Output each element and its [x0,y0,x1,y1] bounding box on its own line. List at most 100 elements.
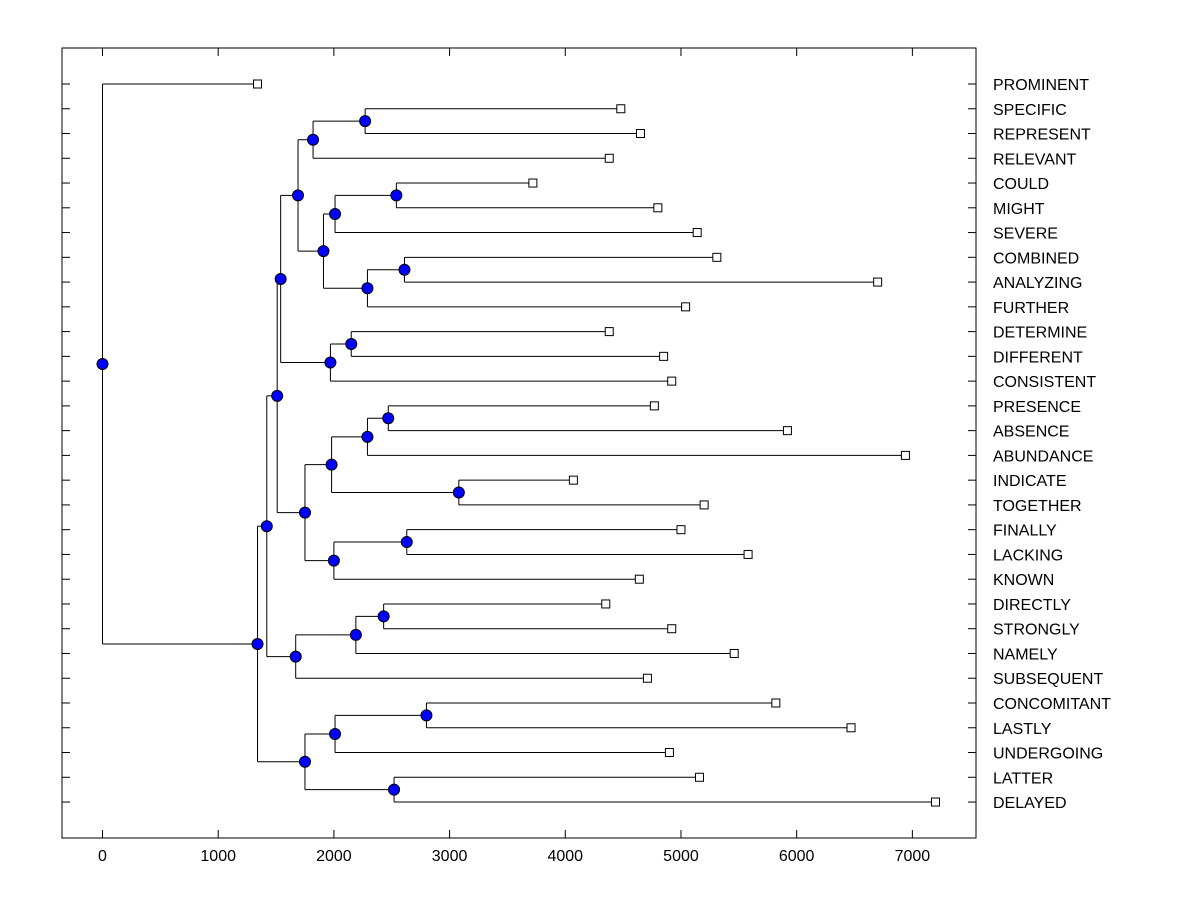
x-tick-label: 3000 [432,848,468,865]
leaf-label: FURTHER [993,300,1069,317]
leaf-label: DELAYED [993,795,1067,812]
x-axis-ticks [101,48,913,838]
leaf-marker [729,648,739,658]
node-marker [289,650,302,663]
node-marker [96,358,109,371]
leaf-marker [664,748,674,758]
leaf-marker [635,129,645,139]
node-marker [390,189,403,202]
leaf-marker [782,426,792,436]
x-tick-label: 2000 [316,848,352,865]
leaf-marker [653,203,663,213]
node-marker [317,245,330,258]
leaf-marker [692,228,702,238]
dendrogram-lines [101,83,936,803]
node-marker [388,783,401,796]
x-tick-label: 6000 [779,848,815,865]
leaf-label: DIRECTLY [993,597,1071,614]
leaf-marker [681,302,691,312]
leaf-label: DIFFERENT [993,349,1083,366]
node-markers [96,115,465,796]
node-marker [327,554,340,567]
leaf-label: LATTER [993,770,1053,787]
node-marker [382,412,395,425]
leaf-label: SEVERE [993,226,1058,243]
leaf-marker [604,327,614,337]
leaf-label: STRONGLY [993,622,1080,639]
leaf-marker [616,104,626,114]
node-marker [325,458,338,471]
node-marker [298,755,311,768]
leaf-label: UNDERGOING [993,746,1103,763]
node-marker [329,207,342,220]
leaf-label: LACKING [993,547,1063,564]
leaf-marker [634,574,644,584]
leaf-marker [676,525,686,535]
leaf-label: COMBINED [993,250,1079,267]
leaf-label: TOGETHER [993,498,1082,515]
node-marker [420,709,433,722]
node-marker [359,115,372,128]
leaf-marker [931,797,941,807]
leaf-marker [604,153,614,163]
leaf-labels: PROMINENT SPECIFIC REPRESENT RELEVANT COULD M… [993,77,1111,812]
plot-frame [61,47,977,839]
leaf-marker [900,450,910,460]
leaf-marker [699,500,709,510]
leaf-label: FINALLY [993,523,1057,540]
node-marker [329,727,342,740]
x-tick-label: 4000 [547,848,583,865]
node-marker [324,356,337,369]
leaf-marker [649,401,659,411]
leaf-label: CONSISTENT [993,374,1096,391]
leaf-label: CONCOMITANT [993,696,1111,713]
leaf-label: KNOWN [993,572,1054,589]
x-tick-label: 1000 [200,848,236,865]
node-marker [361,282,374,295]
node-marker [377,610,390,623]
leaf-label: SPECIFIC [993,102,1067,119]
leaf-label: REPRESENT [993,127,1091,144]
node-marker [361,430,374,443]
leaf-label: MIGHT [993,201,1045,218]
x-axis-tick-labels: 0 1000 2000 3000 4000 5000 6000 7000 [98,848,930,865]
node-marker [349,628,362,641]
leaf-marker [601,599,611,609]
node-marker [251,638,264,651]
leaf-marker [253,79,263,89]
leaf-label: SUBSEQUENT [993,671,1103,688]
leaf-label: COULD [993,176,1049,193]
node-marker [398,263,411,276]
node-marker [274,272,287,285]
leaf-marker [846,723,856,733]
leaf-label: ABUNDANCE [993,448,1093,465]
leaf-label: ABSENCE [993,424,1069,441]
leaf-marker [771,698,781,708]
node-marker [260,520,273,533]
leaf-marker [667,624,677,634]
leaf-marker [694,772,704,782]
node-marker [298,506,311,519]
node-marker [452,486,465,499]
leaf-label: NAMELY [993,646,1058,663]
node-marker [292,189,305,202]
leaf-marker [528,178,538,188]
leaf-marker [659,351,669,361]
x-tick-label: 5000 [663,848,699,865]
leaf-label: LASTLY [993,721,1052,738]
leaf-markers [253,79,941,807]
leaf-label: PRESENCE [993,399,1081,416]
leaf-marker [743,549,753,559]
leaf-label: ANALYZING [993,275,1083,292]
leaf-label: INDICATE [993,473,1066,490]
node-marker [307,133,320,146]
x-tick-label: 0 [98,848,107,865]
x-tick-label: 7000 [895,848,931,865]
leaf-label: DETERMINE [993,325,1087,342]
leaf-label: PROMINENT [993,77,1089,94]
node-marker [345,337,358,350]
leaf-marker [568,475,578,485]
leaf-tick-marks [62,83,976,803]
leaf-marker [712,252,722,262]
